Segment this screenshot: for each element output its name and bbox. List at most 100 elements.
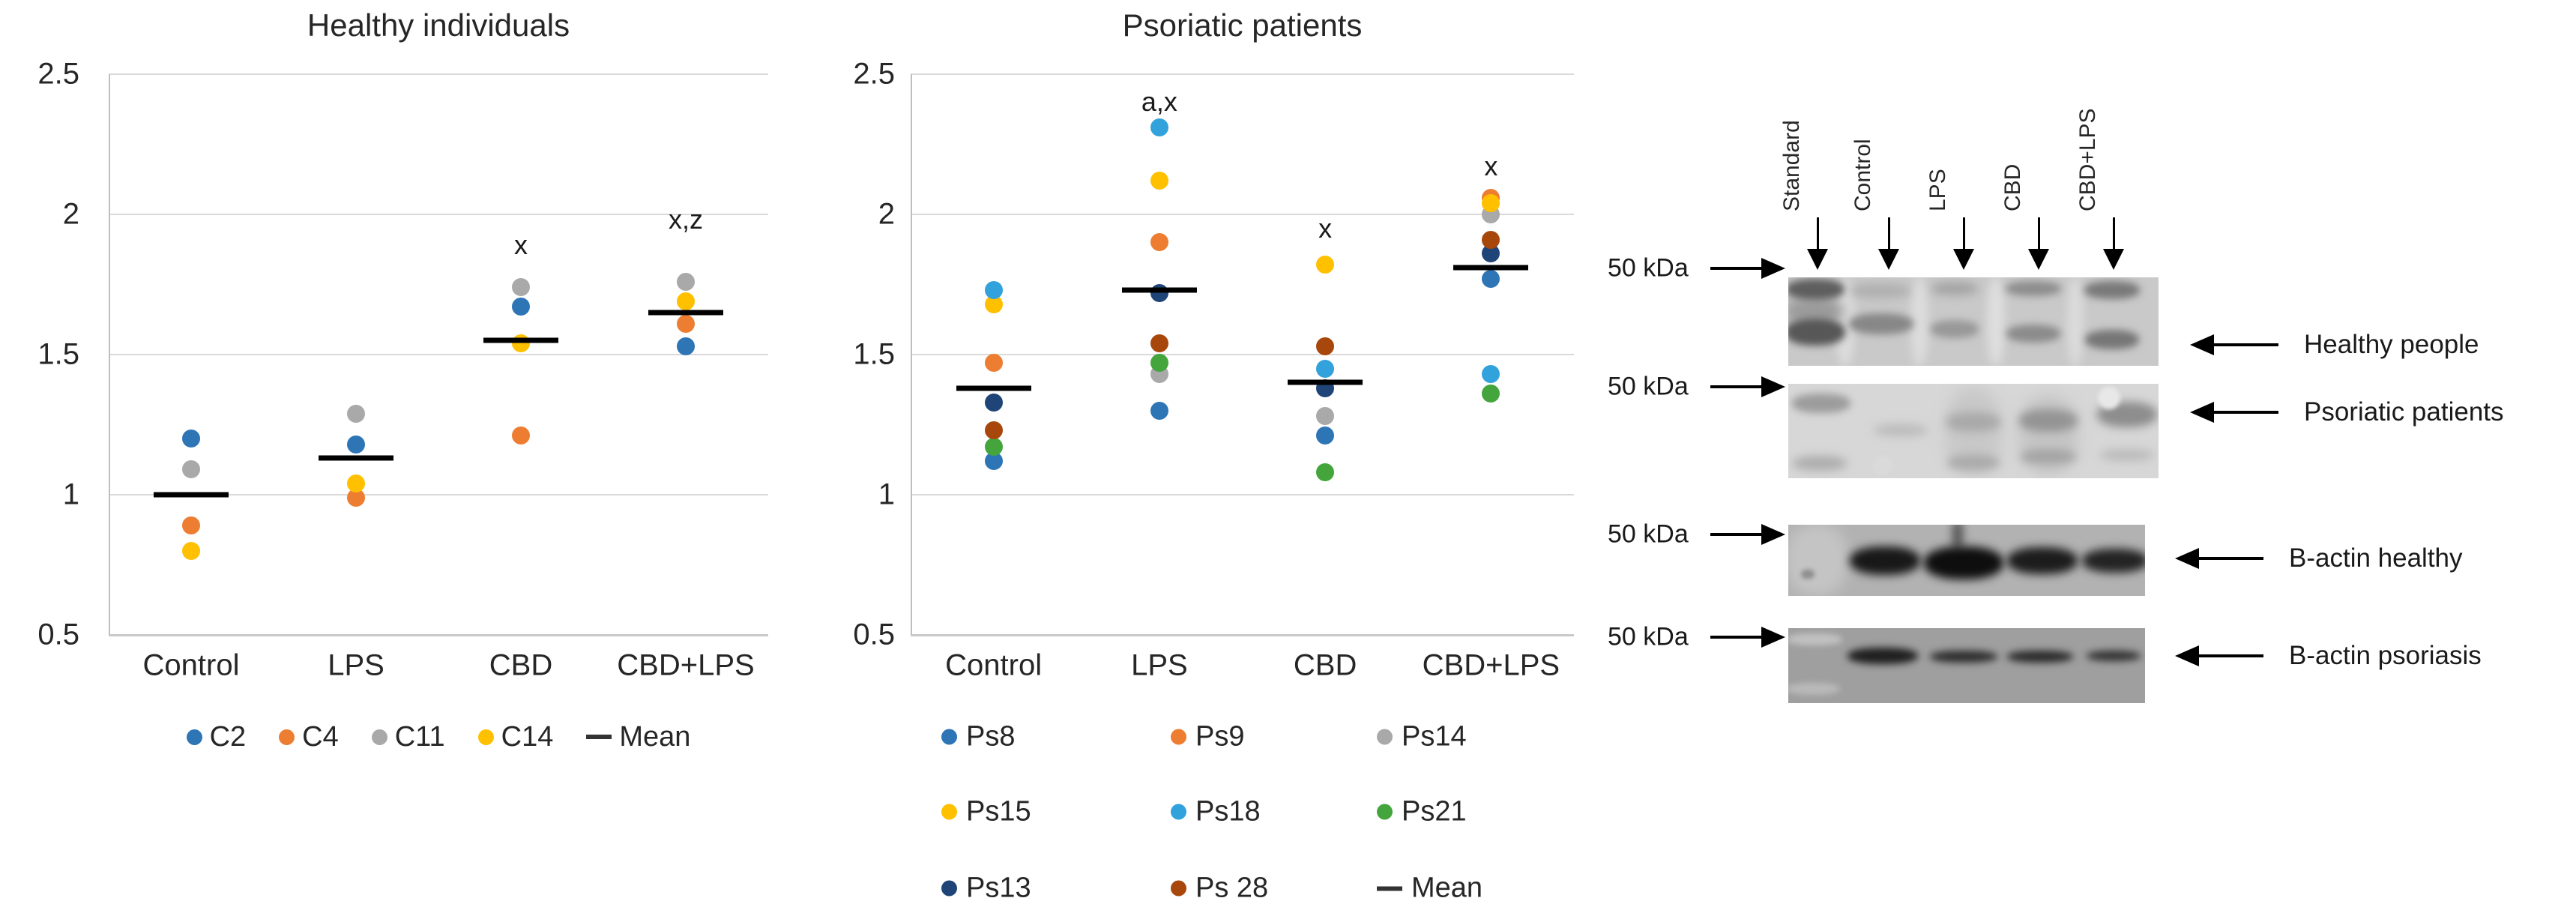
data-point-Ps28 [1316,337,1335,355]
right-arrow-icon [1761,258,1785,279]
data-point-Ps18 [1150,118,1168,137]
data-point-C14 [182,541,200,560]
blot-bubble [2098,387,2120,409]
legend-item: C11 [371,721,445,753]
chart-legend-item: Ps21 [1377,796,1467,828]
legend-label: C2 [209,720,247,753]
down-arrow-icon [2103,249,2124,270]
blot-band [2067,277,2084,366]
blot-band [1946,412,2000,432]
legend-label: C14 [501,720,554,753]
left-arrow-icon [2212,411,2278,414]
data-point-Ps9 [984,354,1003,373]
x-category-label: CBD+LPS [1422,648,1560,682]
down-arrow-icon [1816,217,1819,249]
mean-line [1453,265,1529,271]
legend-label: Ps15 [966,795,1031,828]
x-category-label: Control [945,648,1043,682]
lane-label: LPS [1925,169,1950,211]
legend-label: Ps21 [1402,795,1467,828]
data-point-C2 [512,298,530,316]
blot-band [1931,320,1979,338]
left-arrow-icon [2198,654,2263,657]
left-arrow-icon [2175,548,2199,569]
blot-band [1788,279,1844,300]
legend-dot-icon [1377,729,1393,745]
blot-row-label: Psoriatic patients [2304,397,2504,427]
data-point-C2 [347,435,365,454]
down-arrow-icon [2037,217,2040,249]
y-axis-line [109,74,110,635]
data-point-Ps9 [1150,233,1168,252]
x-category-label: CBD+LPS [617,648,755,682]
down-arrow-icon [1878,249,1899,270]
blot-image-row4 [1788,628,2145,703]
right-arrow-icon [1761,627,1785,648]
data-point-Ps28 [1150,334,1168,353]
right-arrow-icon [1710,533,1763,536]
mean-line [1288,379,1363,385]
chart-legend-item: Ps8 [941,721,1015,753]
gridline [109,214,768,215]
data-point-Ps15 [1316,256,1335,274]
down-arrow-icon [1953,249,1974,270]
chart-legend-item: Mean [1377,873,1482,905]
mean-line [483,337,558,343]
x-category-label: LPS [1131,648,1188,682]
gridline [109,354,768,355]
blot-band [2019,409,2078,432]
mean-dash-icon [1377,886,1402,891]
molecular-weight-label: 50 kDa [1608,372,1689,401]
lane-label: Standard [1779,120,1804,211]
significance-annotation: a,x [1141,86,1177,118]
chart-legend: C2 C4 C11 C14 Mean [109,716,768,758]
data-point-C11 [512,278,530,297]
blot-band [1792,394,1850,413]
legend-item: C4 [279,721,339,753]
blot-band [2100,449,2154,461]
legend-dot-icon [1171,880,1186,897]
significance-annotation: x [1484,151,1498,182]
blot-band [1987,277,2005,366]
legend-dot-icon [1377,804,1393,820]
legend-label: Ps14 [1402,720,1467,753]
data-point-Ps14 [1316,407,1335,426]
data-point-C11 [182,460,200,479]
gridline [109,73,768,75]
data-point-Ps18 [1482,365,1500,384]
blot-row-label: Healthy people [2304,330,2479,359]
y-axis-tick-label: 0.5 [37,618,79,651]
blot-band [2006,325,2060,343]
blot-bubble [1873,456,1892,475]
legend-dot-icon [371,729,387,745]
data-point-Ps18 [1316,359,1335,378]
y-axis-tick-label: 1 [878,477,895,511]
legend-label: Mean [1411,872,1483,904]
data-point-C4 [512,427,530,445]
legend-dot-icon [941,804,957,820]
chart-title-psoriatic: Psoriatic patients [1122,7,1363,43]
lane-label: CBD+LPS [2075,108,2100,211]
left-arrow-icon [2198,557,2263,560]
chart-legend-item: Ps14 [1377,721,1467,753]
y-axis-tick-label: 1 [62,477,79,511]
significance-annotation: x [514,229,528,261]
right-arrow-icon [1761,524,1785,545]
gridline [109,494,768,495]
data-point-Ps8 [1316,427,1335,445]
blot-band [1930,651,1997,663]
blot-band [2021,449,2076,464]
data-point-Ps28 [984,421,1003,439]
blot-band [2087,651,2141,661]
chart-legend-item: Ps13 [941,873,1031,905]
legend-item: C2 [186,720,247,753]
molecular-weight-label: 50 kDa [1608,519,1689,549]
right-arrow-icon [1710,385,1763,388]
data-point-Ps21 [984,438,1003,457]
blot-image-row3 [1788,525,2145,596]
significance-annotation: x [1318,212,1333,244]
blot-band [1788,683,1840,695]
legend-item: Mean [586,721,690,753]
data-point-C14 [677,292,695,310]
